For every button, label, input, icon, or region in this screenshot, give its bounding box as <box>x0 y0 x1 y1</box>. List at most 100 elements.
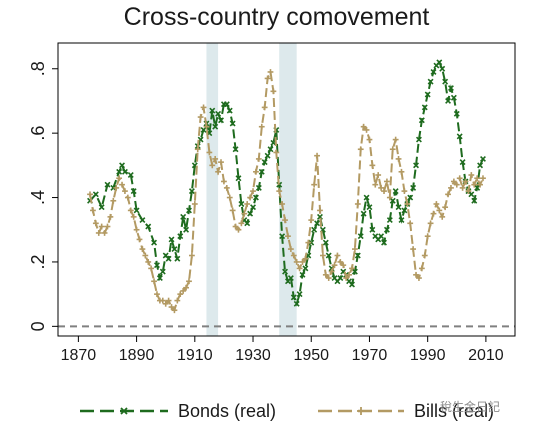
data-point <box>331 262 338 269</box>
data-point <box>354 252 361 259</box>
data-point <box>369 226 376 233</box>
data-point <box>177 233 184 240</box>
data-point <box>267 69 274 75</box>
data-point <box>255 156 262 162</box>
data-point <box>293 259 300 265</box>
data-point <box>156 275 163 282</box>
data-point <box>474 184 481 191</box>
data-point <box>154 262 160 269</box>
shaded-period-0 <box>206 43 219 336</box>
data-point <box>357 233 364 240</box>
data-point <box>427 220 434 227</box>
data-point <box>212 123 219 130</box>
data-point <box>442 204 449 211</box>
data-point <box>174 297 181 304</box>
data-point <box>188 252 195 259</box>
data-point <box>124 194 131 201</box>
data-point <box>162 300 169 307</box>
data-point <box>360 210 367 217</box>
watermark-text: 稅生金日記 <box>440 400 501 414</box>
data-point <box>386 217 393 224</box>
data-point <box>430 69 437 75</box>
data-point <box>424 91 431 98</box>
data-point <box>212 156 219 162</box>
data-point <box>352 246 358 252</box>
data-point <box>235 175 242 182</box>
data-point <box>389 197 396 204</box>
data-point <box>384 178 390 185</box>
data-point <box>136 236 143 243</box>
data-point <box>401 188 408 195</box>
data-point <box>447 85 454 92</box>
data-point <box>223 101 230 108</box>
x-tick-label: 1970 <box>352 347 388 364</box>
data-point <box>168 304 175 310</box>
data-point <box>407 220 414 227</box>
data-point <box>471 197 478 204</box>
data-point <box>465 188 472 195</box>
data-point <box>381 188 387 195</box>
data-point <box>314 152 320 159</box>
data-point <box>305 239 312 246</box>
data-point <box>206 149 213 156</box>
data-point <box>302 255 309 262</box>
data-point <box>203 123 210 130</box>
data-point <box>436 59 443 66</box>
data-point <box>252 194 259 201</box>
series-line-1 <box>89 68 484 313</box>
data-point <box>439 65 446 72</box>
data-point <box>101 230 108 236</box>
data-point <box>159 297 166 304</box>
data-point <box>250 188 256 195</box>
data-point <box>445 191 451 198</box>
data-point <box>421 104 428 111</box>
data-point <box>247 194 254 201</box>
data-point <box>334 252 341 259</box>
data-point <box>392 136 399 143</box>
x-axis: 1870 1890 1910 1930 1950 1970 1990 2010 <box>61 336 504 364</box>
data-point <box>392 188 399 195</box>
data-point <box>459 184 466 191</box>
data-point <box>223 184 230 191</box>
data-point <box>433 201 440 207</box>
data-point <box>200 126 207 133</box>
data-point <box>247 210 254 217</box>
data-point <box>104 181 111 188</box>
data-point <box>436 207 443 214</box>
data-point <box>308 217 315 223</box>
data-point <box>459 159 466 166</box>
data-point <box>290 252 297 259</box>
data-point <box>133 226 140 233</box>
data-point <box>346 271 352 278</box>
data-point <box>349 281 355 288</box>
data-point <box>148 265 155 272</box>
x-tick-label: 1930 <box>235 347 271 364</box>
data-point <box>98 204 105 211</box>
data-point <box>180 288 187 294</box>
data-point <box>282 268 289 275</box>
data-point <box>209 107 216 114</box>
data-point <box>194 146 201 153</box>
data-point <box>145 259 152 265</box>
data-point <box>427 78 434 85</box>
legend-label: Bills (real) <box>414 401 494 421</box>
data-point <box>229 120 236 127</box>
data-point <box>139 246 146 252</box>
data-point <box>311 181 318 188</box>
data-point <box>398 168 405 175</box>
data-point <box>142 252 149 259</box>
data-point <box>296 265 303 272</box>
data-point <box>183 226 190 233</box>
data-point <box>453 110 460 117</box>
series-layer <box>87 59 486 314</box>
shaded-period-1 <box>279 43 297 336</box>
data-point <box>462 178 469 185</box>
data-point <box>415 136 422 143</box>
data-point <box>180 213 187 220</box>
data-point <box>471 181 478 188</box>
data-point <box>232 223 239 230</box>
data-point <box>221 178 227 185</box>
data-point <box>258 168 265 175</box>
x-tick-label: 1950 <box>293 347 329 364</box>
